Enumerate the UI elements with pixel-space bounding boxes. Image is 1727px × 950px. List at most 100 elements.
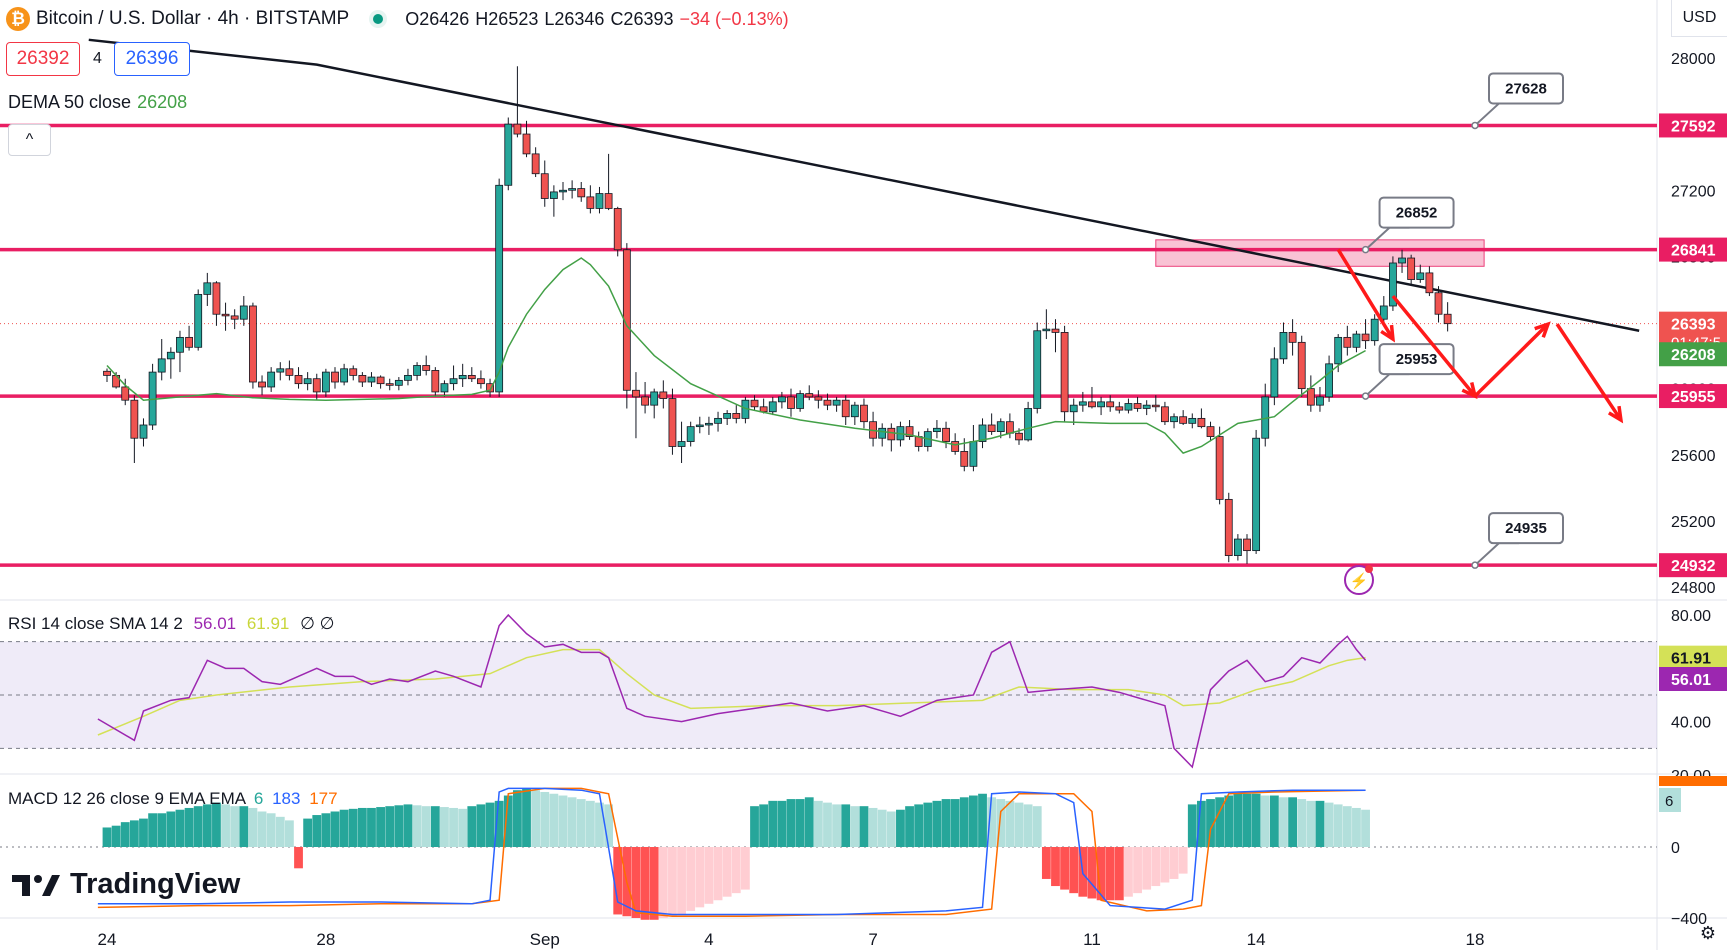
macd-histogram-bar — [348, 808, 358, 847]
time-tick-label: 11 — [1083, 930, 1101, 949]
macd-histogram-bar — [257, 811, 267, 847]
time-tick-label: 14 — [1247, 930, 1266, 949]
symbol-header[interactable]: ₿ Bitcoin / U.S. Dollar · 4h · BITSTAMP … — [6, 7, 789, 31]
macd-tick-label: 0 — [1671, 840, 1680, 857]
bear-candle — [258, 381, 266, 388]
chart-settings-icon[interactable]: ⚙ — [1699, 922, 1717, 943]
bull-candle — [1279, 332, 1288, 360]
bear-candle — [1407, 257, 1416, 280]
callout-anchor — [1361, 392, 1370, 400]
macd-histogram-bar — [1060, 847, 1069, 890]
price-axis-label: 26208 — [1671, 347, 1716, 364]
macd-histogram-bar — [1306, 800, 1316, 847]
macd-histogram-bar — [841, 804, 851, 847]
macd-histogram-bar — [1169, 847, 1179, 879]
sell-button[interactable]: 26392 — [6, 42, 80, 76]
symbol-title[interactable]: Bitcoin / U.S. Dollar · 4h · BITSTAMP — [36, 8, 350, 29]
bear-candle — [1133, 403, 1142, 409]
price-axis-label: 25955 — [1671, 389, 1716, 406]
bear-candle — [1197, 417, 1206, 428]
bear-candle — [1288, 332, 1297, 343]
bull-candle — [1352, 333, 1361, 348]
tradingview-logo[interactable]: TradingView — [12, 868, 240, 901]
macd-histogram-bar — [613, 847, 623, 915]
macd-hist-value: 6 — [253, 789, 264, 808]
bull-candle — [686, 426, 695, 442]
bull-candle — [933, 427, 941, 433]
bull-candle — [1325, 363, 1333, 398]
bull-candle — [194, 293, 203, 348]
macd-histogram-bar — [376, 807, 385, 847]
bear-candle — [221, 313, 230, 317]
rsi-legend[interactable]: RSI 14 close SMA 14 2 56.01 61.91 ∅ ∅ — [8, 614, 334, 634]
macd-histogram-bar — [1224, 795, 1234, 847]
bear-candle — [805, 393, 814, 398]
bear-candle — [285, 368, 294, 376]
bull-candle — [394, 379, 403, 386]
bull-candle — [440, 383, 449, 393]
price-axis-label-bg — [1659, 113, 1727, 138]
bear-candle — [1443, 313, 1452, 325]
macd-histogram-bar — [677, 847, 686, 915]
bull-candle — [650, 391, 659, 406]
bull-candle — [166, 351, 175, 360]
macd-histogram-bar — [868, 807, 878, 847]
callout-anchor — [1361, 245, 1370, 254]
projection-arrow — [1555, 323, 1623, 422]
time-tick-label: 24 — [98, 930, 117, 949]
bear-candle — [632, 389, 640, 398]
collapse-legend-button[interactable]: ^ — [8, 124, 51, 156]
macd-histogram-bar — [923, 802, 933, 847]
bear-candle — [942, 427, 950, 442]
bear-candle — [1343, 336, 1352, 348]
macd-histogram-bar — [430, 806, 440, 847]
bitcoin-icon: ₿ — [6, 7, 30, 31]
macd-legend[interactable]: MACD 12 26 close 9 EMA EMA 6 183 177 — [8, 789, 338, 809]
macd-histogram-bar — [1178, 847, 1188, 874]
projection-arrow — [1336, 248, 1395, 340]
macd-histogram-bar — [1269, 795, 1279, 847]
macd-histogram-bar — [1069, 847, 1079, 894]
macd-histogram-bar — [786, 799, 796, 847]
bull-candle — [723, 413, 732, 419]
macd-histogram-bar — [759, 804, 769, 847]
time-tick-label: Sep — [530, 930, 560, 949]
macd-histogram-bar — [859, 806, 869, 847]
bull-candle — [176, 336, 184, 353]
macd-histogram-bar — [1142, 847, 1152, 890]
bear-candle — [312, 378, 321, 393]
bear-candle — [1224, 498, 1233, 556]
macd-histogram-bar — [1023, 804, 1033, 847]
macd-histogram-bar — [129, 820, 139, 847]
buy-button[interactable]: 26396 — [114, 42, 190, 76]
bear-candle — [659, 391, 668, 399]
bull-candle — [139, 424, 148, 439]
bull-candle — [1370, 318, 1379, 342]
bull-candle — [850, 404, 859, 418]
bear-candle — [1060, 332, 1069, 413]
market-open-icon — [369, 10, 388, 28]
callout-label: 27628 — [1505, 80, 1547, 97]
macd-histogram-bar — [102, 827, 112, 847]
bear-candle — [522, 133, 531, 155]
bull-candle — [677, 441, 686, 447]
macd-histogram-bar — [285, 820, 294, 847]
rsi-tick-label: 40.00 — [1671, 715, 1711, 732]
macd-histogram-bar — [905, 806, 914, 847]
macd-histogram-bar — [731, 847, 741, 894]
currency-button[interactable]: USD — [1671, 0, 1727, 37]
bull-candle — [832, 399, 841, 406]
dema-legend[interactable]: DEMA 50 close 26208 — [8, 92, 187, 113]
bear-candle — [668, 398, 677, 447]
macd-histogram-bar — [193, 806, 203, 847]
bull-candle — [1252, 437, 1261, 552]
bear-candle — [130, 399, 139, 439]
macd-histogram-bar — [1014, 802, 1024, 847]
bull-candle — [1170, 416, 1178, 423]
time-tick-label: 4 — [704, 930, 713, 949]
callout-box — [1488, 72, 1564, 105]
bear-candle — [349, 368, 358, 376]
macd-histogram-bar — [704, 847, 714, 904]
macd-histogram-bar — [467, 806, 477, 847]
